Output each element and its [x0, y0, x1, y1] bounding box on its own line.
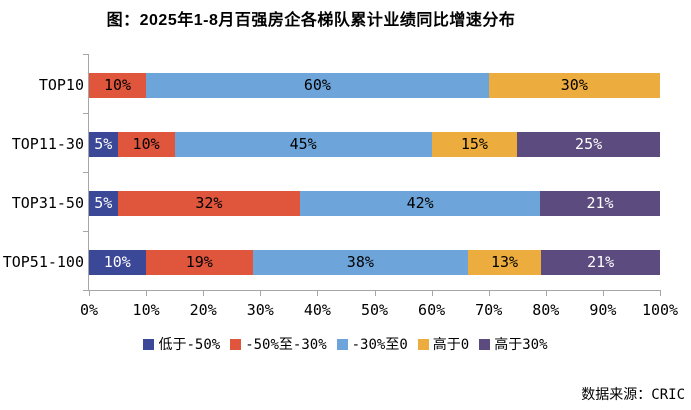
- bar-segment: 10%: [89, 250, 146, 275]
- x-axis-tick-label: 70%: [475, 301, 503, 319]
- x-axis-tick: [660, 290, 661, 296]
- x-axis-tick-label: 60%: [418, 301, 446, 319]
- x-axis-tick: [488, 290, 490, 296]
- bar-row: 10% 60% 30%: [89, 73, 660, 98]
- bar-segment: 15%: [431, 132, 518, 157]
- x-axis-tick: [89, 290, 90, 296]
- y-axis-label: TOP10: [38, 76, 84, 94]
- data-source-note: 数据来源：CRIC: [581, 387, 685, 403]
- bar-segment: 42%: [300, 191, 541, 216]
- bar-segment: 13%: [467, 250, 542, 275]
- bar-row: 10% 19% 38% 13% 21%: [89, 250, 660, 275]
- legend-item: -50%至-30%: [230, 334, 327, 354]
- x-axis-tick: [431, 290, 433, 296]
- x-axis-tick-label: 30%: [246, 301, 274, 319]
- x-axis-tick-label: 0%: [79, 301, 99, 319]
- y-axis-tick: [83, 290, 89, 291]
- x-axis-tick-label: 50%: [360, 301, 389, 319]
- legend-label: -50%至-30%: [245, 337, 327, 353]
- x-axis-tick-label: 90%: [589, 301, 617, 319]
- bar-row: 5% 10% 45% 15% 25%: [89, 132, 660, 157]
- bar-row: 5% 32% 42% 21%: [89, 191, 660, 216]
- x-axis-tick: [374, 290, 376, 296]
- legend-label: 高于30%: [494, 337, 548, 353]
- bar-segment: 30%: [488, 73, 660, 98]
- legend-item: 低于-50%: [143, 334, 220, 354]
- bar-segment: 19%: [145, 250, 253, 275]
- bar-segment: 25%: [517, 132, 660, 157]
- legend-item: -30%至0: [336, 334, 408, 354]
- legend-item: 高于0: [417, 334, 470, 354]
- bar-segment: 21%: [540, 191, 660, 216]
- legend-swatch: [479, 338, 491, 350]
- legend-swatch: [417, 338, 429, 350]
- x-axis-tick-label: 10%: [132, 301, 160, 319]
- chart-title: 图：2025年1-8月百强房企各梯队累计业绩同比增速分布: [106, 12, 516, 29]
- bar-segment: 21%: [541, 250, 660, 275]
- x-axis-tick: [146, 290, 148, 296]
- legend: 低于-50% -50%至-30% -30%至0 高于0 高于30%: [0, 334, 691, 354]
- x-axis-tick: [317, 290, 319, 296]
- bar-segment: 10%: [117, 132, 175, 157]
- legend-label: 高于0: [432, 337, 470, 353]
- bar-segment: 5%: [89, 132, 118, 157]
- y-axis-tick: [83, 54, 89, 55]
- x-axis-tick-label: 80%: [532, 301, 560, 319]
- bar-segment: 10%: [89, 73, 147, 98]
- bar-segment: 60%: [146, 73, 489, 98]
- legend-label: -30%至0: [351, 337, 408, 353]
- x-axis-tick: [545, 290, 547, 296]
- y-axis-label: TOP31-50: [11, 194, 84, 212]
- legend-swatch: [230, 338, 242, 350]
- legend-item: 高于30%: [479, 334, 548, 354]
- y-axis-tick: [83, 113, 89, 114]
- bar-segment: 38%: [252, 250, 468, 275]
- x-axis-tick-label: 100%: [641, 301, 679, 319]
- x-axis-tick: [203, 290, 205, 296]
- bar-segment: 45%: [174, 132, 432, 157]
- bar-segment: 32%: [117, 191, 301, 216]
- bar-segment: 5%: [89, 191, 118, 216]
- y-axis-label: TOP11-30: [11, 135, 84, 153]
- legend-swatch: [143, 338, 155, 350]
- y-axis-tick: [83, 231, 89, 232]
- x-axis-tick: [602, 290, 604, 296]
- x-axis-tick-label: 40%: [303, 301, 331, 319]
- y-axis-label: TOP51-100: [2, 253, 84, 271]
- y-axis-tick: [83, 172, 89, 173]
- plot-area: TOP10 10% 60% 30% TOP11-30 5% 10% 45% 15% 25% TOP3…: [3, 54, 678, 319]
- x-axis-tick-label: 20%: [189, 301, 217, 319]
- legend-label: 低于-50%: [158, 337, 221, 353]
- legend-swatch: [336, 338, 348, 350]
- x-axis-tick: [260, 290, 262, 296]
